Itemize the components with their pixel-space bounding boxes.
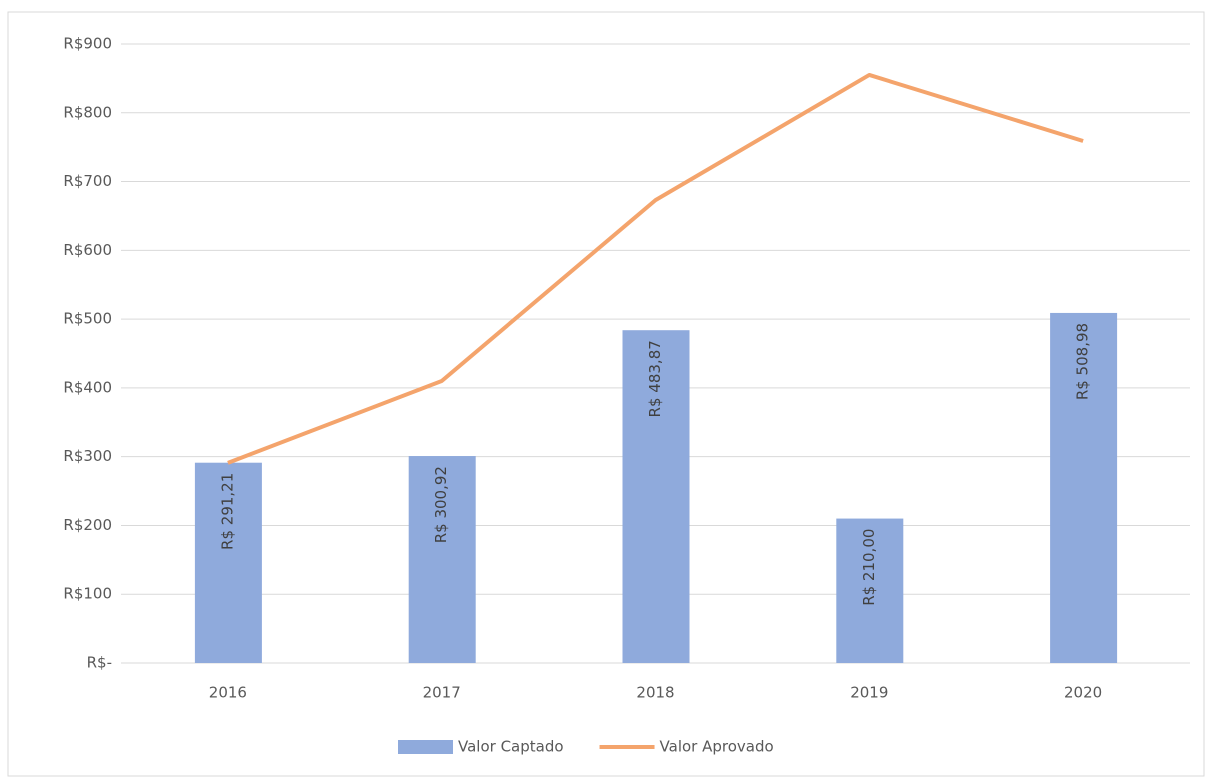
x-tick-label: 2016 (209, 684, 247, 702)
y-tick-label: R$300 (63, 447, 112, 465)
y-tick-label: R$600 (63, 241, 112, 259)
legend-label: Valor Aprovado (660, 738, 774, 756)
x-tick-label: 2019 (850, 684, 888, 702)
legend-label: Valor Captado (458, 738, 564, 756)
x-tick-label: 2017 (423, 684, 461, 702)
bar (622, 330, 690, 663)
x-tick-label: 2018 (636, 684, 674, 702)
y-tick-label: R$100 (63, 585, 112, 603)
y-tick-label: R$200 (63, 516, 112, 534)
data-label: R$ 300,92 (432, 466, 450, 543)
bar (408, 456, 476, 663)
data-label: R$ 483,87 (646, 340, 664, 417)
line (227, 72, 1084, 465)
y-tick-label: R$- (87, 654, 112, 672)
bar (194, 462, 262, 663)
y-tick-label: R$800 (63, 103, 112, 121)
bar (836, 518, 904, 663)
legend-swatch (398, 740, 453, 754)
y-tick-label: R$700 (63, 172, 112, 190)
chart-border (7, 11, 1205, 777)
x-tick-label: 2020 (1064, 684, 1102, 702)
bar (1050, 312, 1118, 663)
data-label: R$ 210,00 (860, 529, 878, 606)
y-tick-label: R$400 (63, 378, 112, 396)
data-label: R$ 291,21 (218, 473, 236, 550)
data-label: R$ 508,98 (1074, 323, 1092, 400)
y-tick-label: R$500 (63, 310, 112, 328)
y-tick-label: R$900 (63, 35, 112, 53)
